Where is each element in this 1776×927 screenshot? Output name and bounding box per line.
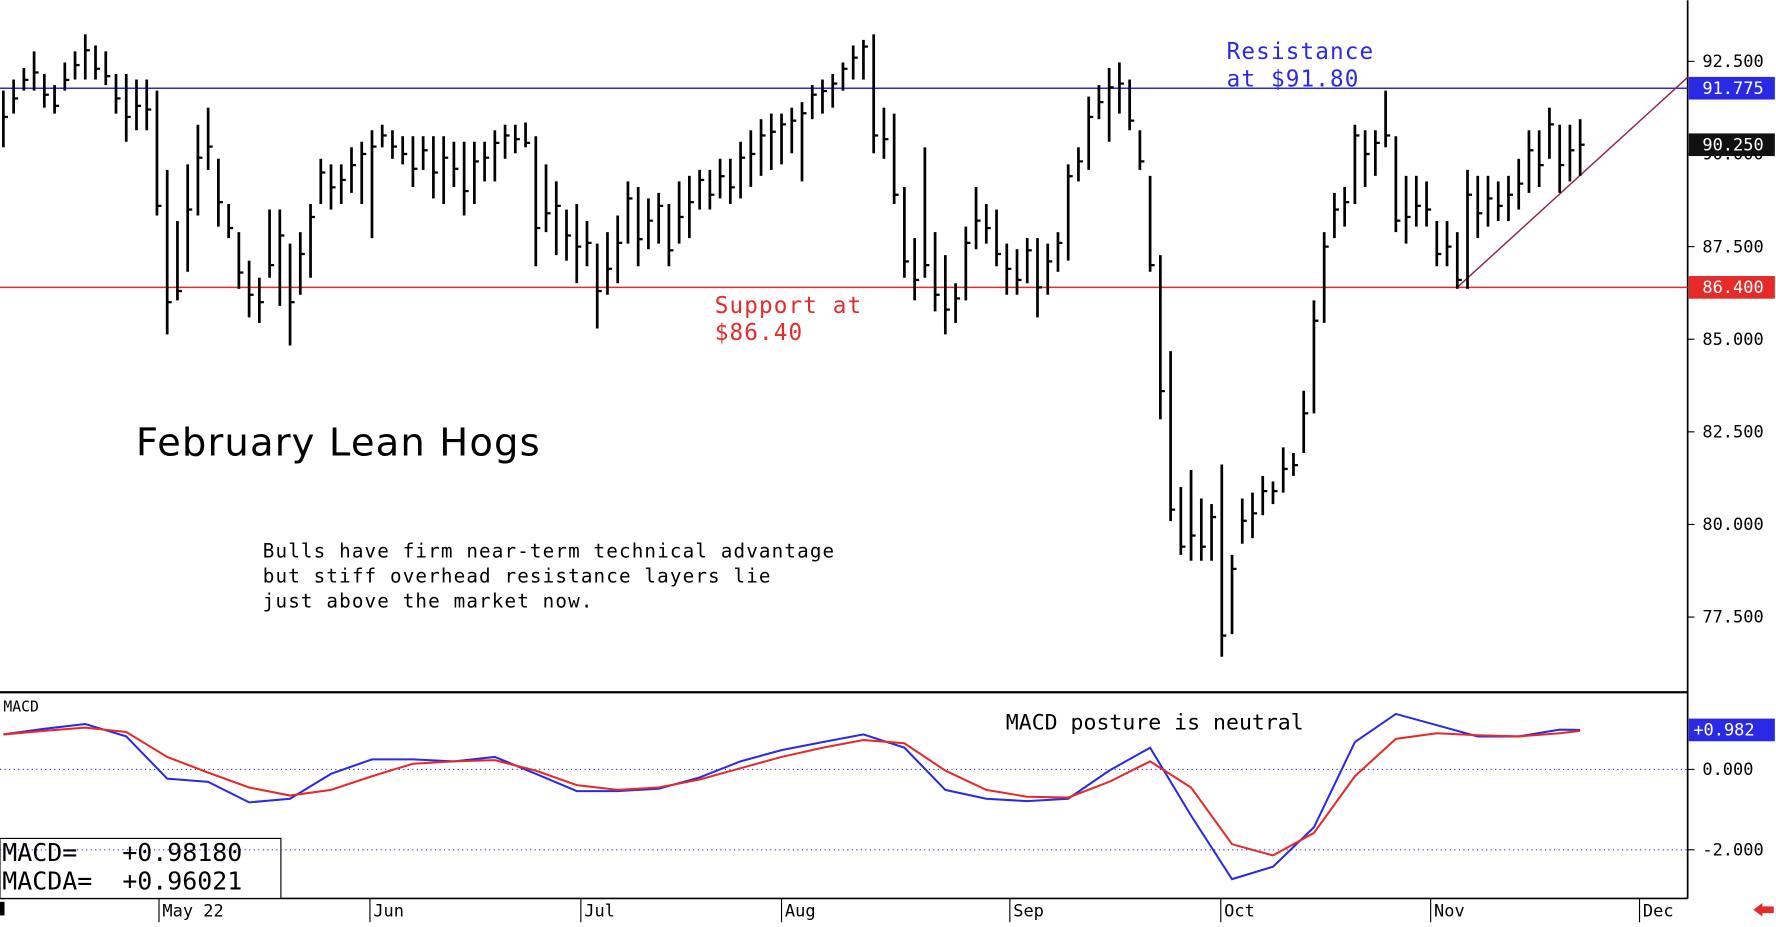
y-tick-label: 80.000 — [1702, 515, 1763, 535]
x-tick-label: Aug — [785, 902, 816, 922]
level-tag — [1688, 76, 1775, 100]
y-tick-label: 92.500 — [1702, 52, 1763, 72]
annotation: Bulls have firm near-term technical adva… — [263, 540, 836, 563]
scroll-marker — [0, 901, 5, 916]
last-price-label: 90.250 — [1702, 135, 1763, 155]
annotation: Resistance — [1227, 39, 1375, 65]
x-tick-label: Jun — [373, 902, 404, 922]
panel-title: MACD — [3, 699, 38, 716]
x-tick-label: Jul — [584, 902, 615, 922]
y-tick-label: 77.500 — [1702, 608, 1763, 628]
readout-box — [0, 837, 282, 900]
readout-name: MACD= — [2, 838, 77, 867]
x-tick-label: Oct — [1224, 902, 1255, 922]
level-tag — [1688, 276, 1775, 299]
y-tick-label: 82.500 — [1702, 423, 1763, 443]
annotation: Support at — [715, 293, 863, 319]
last-price-tag — [1688, 133, 1775, 157]
level-tag-label: 91.775 — [1702, 79, 1763, 99]
trend-line — [1456, 76, 1689, 288]
annotation: just above the market now. — [263, 589, 594, 612]
chart-title: February Lean Hogs — [136, 421, 541, 466]
annotation: $86.40 — [715, 320, 804, 346]
readout-name: MACDA= — [2, 866, 92, 895]
y-tick-label: 0.000 — [1702, 760, 1753, 780]
annotation: but stiff overhead resistance layers lie — [263, 564, 772, 587]
value-tag — [1688, 718, 1775, 742]
value-tag-label: +0.982 — [1693, 721, 1754, 741]
x-tick-label: Sep — [1013, 902, 1044, 922]
readout-value: +0.98180 — [122, 838, 242, 867]
x-tick-label: Dec — [1643, 902, 1674, 922]
x-tick-label: May 22 — [162, 902, 223, 922]
level-tag-label: 86.400 — [1702, 278, 1763, 298]
macd-line — [3, 726, 1581, 857]
y-tick-label: -2.000 — [1702, 840, 1763, 860]
readout-value: +0.96021 — [122, 866, 242, 895]
annotation: at $91.80 — [1227, 66, 1360, 92]
y-tick-label: 85.000 — [1702, 330, 1763, 350]
panel-subtitle: MACD posture is neutral — [1006, 711, 1304, 736]
x-tick-label: Nov — [1434, 902, 1465, 922]
y-tick-label: 87.500 — [1702, 237, 1763, 257]
macd-line — [3, 712, 1581, 881]
